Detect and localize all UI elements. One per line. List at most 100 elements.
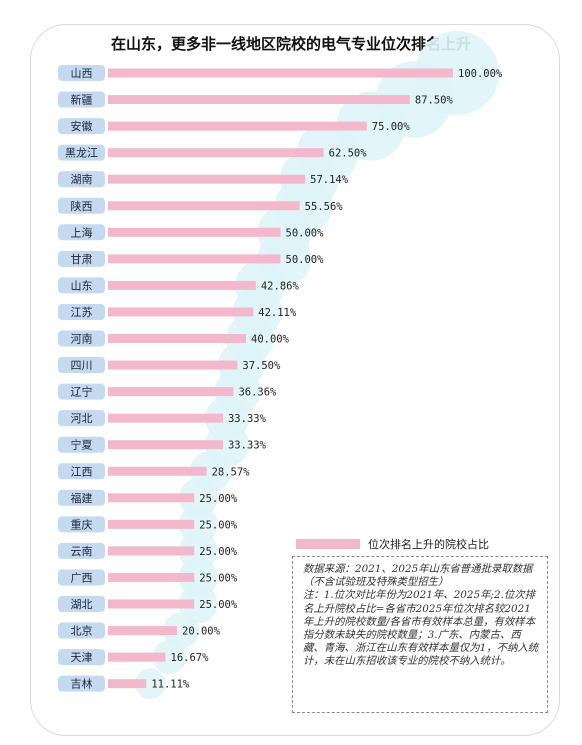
bar (108, 546, 195, 556)
category-label: 重庆 (71, 517, 93, 531)
legend-label: 位次排名上升的院校占比 (368, 538, 489, 551)
category-label: 湖北 (71, 598, 93, 611)
category-label: 云南 (71, 545, 93, 558)
value-label: 50.00% (286, 227, 325, 239)
legend-swatch (296, 539, 360, 549)
bubble-layer (134, 31, 499, 699)
bar (108, 334, 246, 343)
value-label: 100.00% (458, 68, 503, 80)
bar (108, 387, 234, 397)
value-label: 36.36% (238, 387, 277, 399)
category-box (58, 675, 105, 692)
chart-frame (30, 24, 560, 736)
bar (108, 626, 177, 636)
value-label: 11.11% (151, 679, 190, 691)
category-box (58, 542, 105, 559)
value-label: 25.00% (199, 546, 238, 558)
value-bubble (134, 668, 166, 699)
category-label: 吉林 (71, 677, 93, 691)
category-label: 山西 (71, 67, 93, 80)
bar (108, 493, 195, 503)
category-box (58, 410, 105, 427)
value-label: 25.00% (199, 599, 238, 611)
category-label: 安徽 (71, 119, 93, 133)
bar (108, 466, 207, 476)
category-box (58, 118, 105, 135)
value-label-layer: 100.00% 87.50% 75.00% 62.50% 57.14% 55.56% 50.… (151, 68, 503, 691)
value-label: 75.00% (372, 121, 411, 133)
category-box (58, 649, 105, 666)
category-label: 新疆 (71, 93, 93, 107)
value-bubble (178, 584, 218, 624)
category-label: 上海 (71, 225, 93, 239)
category-box (58, 65, 105, 81)
bar (108, 254, 281, 264)
bar (108, 68, 453, 78)
bar (108, 599, 195, 609)
category-label: 湖南 (71, 173, 93, 186)
note-detail: 注：1.位次对比年份为2021年、2025年;2.位次排名上升院校占比=各省市2… (303, 589, 539, 668)
value-label: 28.57% (212, 466, 251, 478)
category-box (58, 91, 105, 108)
category-label: 广西 (71, 571, 93, 584)
category-box (58, 489, 105, 506)
bar (108, 519, 195, 529)
value-label: 42.86% (261, 280, 300, 292)
category-label: 辽宁 (71, 385, 93, 399)
bar (108, 413, 223, 423)
note-source: 数据来源：2021、2025年山东省普通批录取数据（不含试验班及特殊类型招生） (303, 563, 533, 589)
category-label: 四川 (71, 359, 93, 372)
value-bubble (152, 640, 187, 675)
category-box (58, 224, 105, 241)
bar (108, 572, 195, 582)
category-box (58, 250, 105, 267)
bar (108, 652, 166, 662)
bar (108, 360, 238, 370)
category-label: 北京 (71, 624, 93, 638)
category-label: 黑龙江 (65, 147, 98, 160)
value-label: 62.50% (329, 148, 368, 160)
bar (108, 679, 147, 689)
category-box (58, 197, 105, 214)
category-box (58, 569, 105, 586)
value-label: 25.00% (199, 519, 238, 531)
category-label: 河北 (71, 412, 93, 425)
category-label: 陕西 (71, 199, 93, 213)
category-label: 山东 (71, 279, 93, 292)
value-label: 33.33% (228, 413, 267, 425)
category-box (58, 277, 105, 294)
chart-title: 在山东，更多非一线地区院校的电气专业位次排名上升 (110, 35, 471, 53)
category-label: 天津 (71, 651, 93, 664)
category-box (58, 436, 105, 453)
value-label: 16.67% (171, 652, 210, 664)
category-box (58, 516, 105, 533)
legend: 位次排名上升的院校占比 (296, 536, 489, 552)
bar (108, 174, 306, 184)
value-label: 50.00% (286, 254, 325, 266)
category-label: 宁夏 (71, 438, 93, 452)
category-label: 江西 (71, 465, 93, 478)
bar (108, 227, 281, 237)
value-label: 55.56% (305, 201, 344, 213)
category-box (58, 303, 105, 320)
bar (108, 440, 223, 450)
value-label: 25.00% (199, 493, 238, 505)
note-box: 数据来源：2021、2025年山东省普通批录取数据（不含试验班及特殊类型招生） … (292, 556, 548, 713)
category-box (58, 622, 105, 639)
bar (108, 307, 254, 317)
category-box (58, 463, 105, 480)
bar (108, 280, 256, 290)
value-label: 57.14% (310, 174, 349, 186)
bar (108, 121, 367, 131)
category-label: 河南 (71, 333, 93, 346)
bar (108, 95, 410, 105)
bar (108, 201, 300, 211)
category-layer: 山西新疆安徽黑龙江湖南陕西上海甘肃山东江苏河南四川辽宁河北宁夏江西福建重庆云南广… (58, 65, 105, 692)
value-label: 37.50% (242, 360, 281, 372)
category-box (58, 383, 105, 400)
value-bubble (163, 612, 199, 649)
bar (108, 148, 324, 158)
category-label: 江苏 (71, 306, 93, 319)
value-label: 25.00% (199, 572, 238, 584)
